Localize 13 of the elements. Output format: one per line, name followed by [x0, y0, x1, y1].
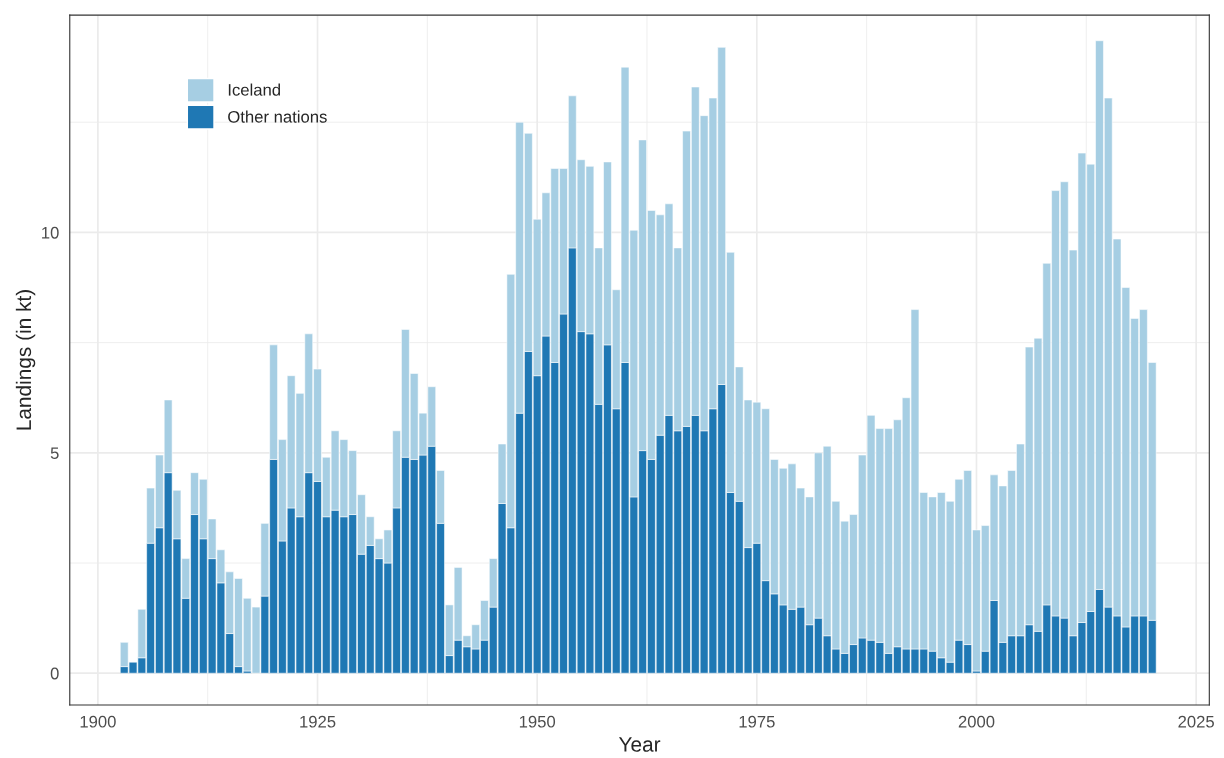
- y-tick-label: 0: [50, 667, 59, 680]
- legend-label: Iceland: [228, 83, 280, 96]
- x-tick-label: 2025: [1178, 715, 1214, 728]
- x-axis-title: Year: [618, 737, 661, 752]
- y-tick-label: 10: [42, 226, 59, 239]
- x-tick-label: 1950: [519, 715, 556, 728]
- y-axis-title: Landings (in kt): [15, 290, 36, 430]
- x-tick-label: 1975: [739, 715, 775, 728]
- y-tick-label: 5: [50, 447, 59, 460]
- x-tick-label: 1900: [80, 715, 116, 728]
- legend-label: Other nations: [228, 110, 327, 123]
- x-tick-label: 1925: [300, 715, 336, 728]
- x-tick-label: 2000: [958, 715, 995, 728]
